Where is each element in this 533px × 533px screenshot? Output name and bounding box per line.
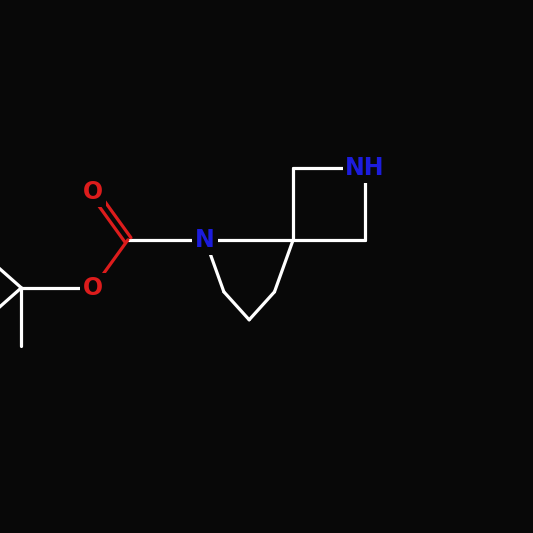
Text: O: O <box>83 180 103 204</box>
Text: N: N <box>195 228 215 252</box>
Text: NH: NH <box>345 156 385 180</box>
Text: O: O <box>83 276 103 300</box>
